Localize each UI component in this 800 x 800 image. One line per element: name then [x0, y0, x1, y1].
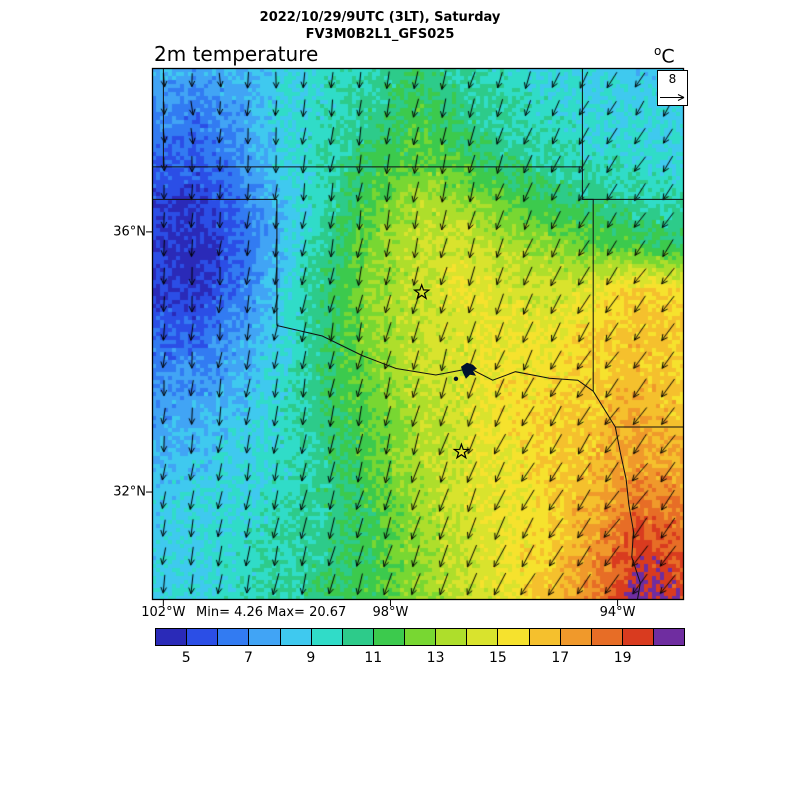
- colorbar-tick-label: 7: [244, 650, 253, 666]
- units-superscript: o: [654, 44, 662, 58]
- lat-tick-label: 32°N: [113, 484, 146, 500]
- colorbar-segment: [249, 629, 280, 645]
- colorbar-tick-label: 5: [181, 650, 191, 666]
- wind-reference-value: 8: [668, 72, 677, 86]
- colorbar-segment: [156, 629, 187, 645]
- colorbar-segment: [218, 629, 249, 645]
- colorbar-tick-label: 11: [364, 650, 383, 666]
- lon-tick-label: 102°W: [141, 605, 186, 620]
- lat-tick-label: 36°N: [113, 224, 146, 240]
- colorbar-tick-label: 9: [306, 650, 316, 666]
- colorbar-tick-label: 15: [489, 650, 507, 666]
- colorbar-tick-label: 13: [426, 650, 445, 666]
- header-valid-time: 2022/10/29/9UTC (3LT), Saturday: [259, 10, 501, 25]
- units-label: oC: [654, 44, 675, 67]
- colorbar-segment: [467, 629, 498, 645]
- colorbar-tick-label: 19: [613, 650, 632, 666]
- lon-tick-label: 94°W: [599, 605, 636, 620]
- colorbar-segment: [436, 629, 467, 645]
- colorbar-segment: [560, 629, 591, 645]
- colorbar-segment: [342, 629, 373, 645]
- colorbar-tick-label: 17: [551, 650, 570, 666]
- header-model-name: FV3M0B2L1_GFS025: [305, 27, 455, 42]
- units-base: C: [661, 45, 675, 68]
- plot-title: 2m temperature: [154, 42, 319, 66]
- colorbar-segment: [654, 629, 685, 645]
- wind-reference-arrow-icon: [660, 94, 685, 101]
- colorbar-segment: [498, 629, 529, 645]
- colorbar-segment: [529, 629, 560, 645]
- wind-reference-box: 8: [657, 70, 688, 106]
- lon-tick-label: 98°W: [372, 605, 409, 620]
- temperature-field-canvas: [152, 68, 684, 600]
- colorbar-segment: [591, 629, 622, 645]
- colorbar-segment: [311, 629, 342, 645]
- colorbar-segment: [405, 629, 436, 645]
- colorbar-segment: [280, 629, 311, 645]
- minmax-label: Min= 4.26 Max= 20.67: [196, 605, 347, 620]
- colorbar-segment: [187, 629, 218, 645]
- colorbar: [155, 628, 685, 646]
- colorbar-segment: [373, 629, 404, 645]
- colorbar-segment: [622, 629, 653, 645]
